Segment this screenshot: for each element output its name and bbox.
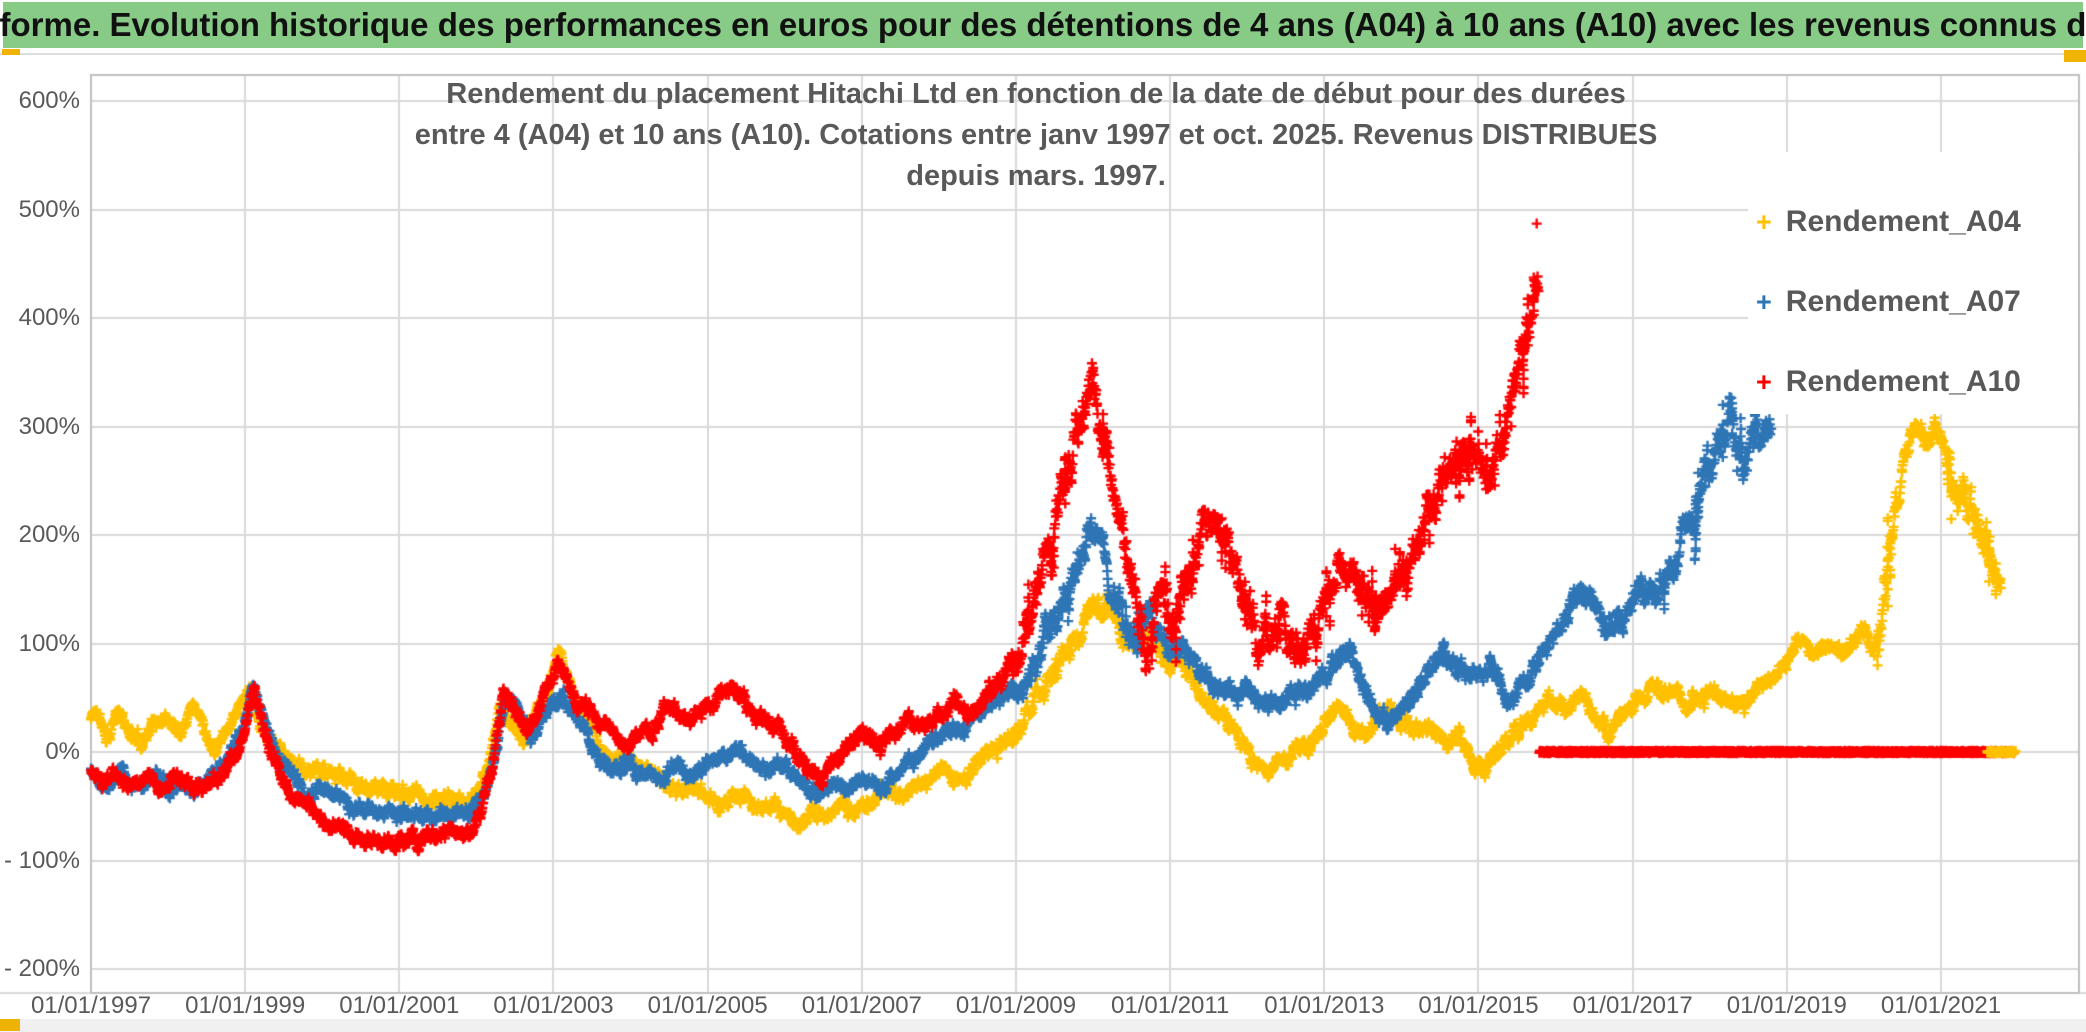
- plus-marker-icon: +: [1756, 206, 1772, 237]
- banner-title: ADAM Informe. Evolution historique des p…: [0, 6, 2086, 43]
- yellow-accent-top-left: [2, 49, 20, 55]
- legend-item-label: Rendement_A10: [1785, 365, 2021, 398]
- chart-legend: + Rendement_A04 + Rendement_A07 + Rendement_A…: [1748, 152, 2078, 414]
- legend-item: + Rendement_A07: [1756, 280, 2076, 324]
- legend-item-label: Rendement_A04: [1785, 205, 2021, 238]
- yellow-accent-top-right: [2064, 50, 2086, 62]
- banner: ADAM Informe. Evolution historique des p…: [0, 2, 2086, 48]
- divider-line: [0, 53, 2086, 55]
- chart-title-line1: Rendement du placement Hitachi Ltd en fo…: [446, 78, 1626, 110]
- bottom-strip: [0, 1019, 2086, 1032]
- legend-item-label: Rendement_A07: [1785, 285, 2021, 318]
- plus-marker-icon: +: [1756, 286, 1772, 317]
- chart-title-line2: entre 4 (A04) et 10 ans (A10). Cotations…: [414, 119, 1658, 192]
- yellow-accent-bottom-left: [0, 1019, 20, 1031]
- legend-item: + Rendement_A04: [1756, 200, 2076, 244]
- plus-marker-icon: +: [1756, 366, 1772, 397]
- legend-item: + Rendement_A10: [1756, 360, 2076, 404]
- chart-title: Rendement du placement Hitachi Ltd en fo…: [391, 74, 1681, 197]
